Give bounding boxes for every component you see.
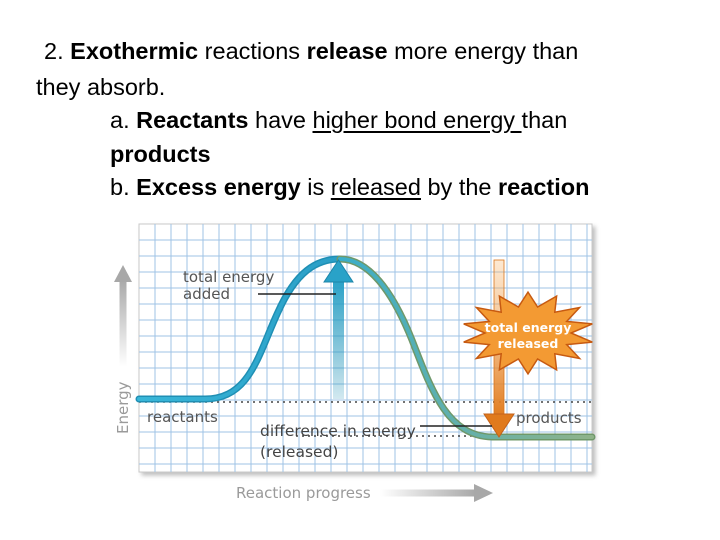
underlined-phrase: higher bond energy: [312, 107, 522, 133]
term-reactants: Reactants: [136, 107, 249, 133]
curve-fall: [338, 257, 594, 439]
item-number: 2.: [44, 38, 71, 64]
total-added-label-2: added: [183, 285, 230, 303]
point-a-line-1: a. Reactants have higher bond energy tha…: [110, 106, 567, 134]
point-a-line-2: products: [110, 140, 211, 168]
energy-added-arrow: [323, 259, 354, 399]
reactants-label: reactants: [147, 408, 218, 426]
x-axis-arrow: [380, 484, 493, 502]
products-label: products: [516, 409, 582, 427]
difference-label-2: (released): [260, 443, 338, 461]
term-products: products: [110, 141, 211, 167]
burst-label-2: released: [498, 336, 559, 351]
x-axis-label: Reaction progress: [236, 484, 371, 502]
term-exothermic: Exothermic: [70, 38, 199, 64]
item-letter: a.: [110, 107, 137, 133]
text-segment: by the: [420, 174, 499, 200]
text-segment: reactions: [198, 38, 307, 64]
point-b-line: b. Excess energy is released by the reac…: [110, 173, 589, 201]
curve-rise: [137, 257, 342, 401]
text-segment: have: [248, 107, 313, 133]
term-reaction: reaction: [498, 174, 590, 200]
y-axis-label: Energy: [114, 381, 132, 434]
starburst-icon: [463, 290, 593, 376]
text-segment: than: [521, 107, 568, 133]
heading-line-1: 2. Exothermic reactions release more ene…: [44, 37, 578, 65]
term-release: release: [306, 38, 388, 64]
item-letter: b.: [110, 174, 137, 200]
text-segment: more energy than: [387, 38, 579, 64]
text-segment: they absorb.: [36, 74, 166, 100]
underlined-word: released: [330, 174, 421, 200]
burst-label-1: total energy: [485, 320, 572, 335]
difference-label-1: difference in energy: [260, 422, 416, 440]
total-added-label-1: total energy: [183, 268, 274, 286]
term-excess-energy: Excess energy: [136, 174, 301, 200]
text-segment: is: [300, 174, 331, 200]
heading-line-2: they absorb.: [36, 73, 165, 101]
y-axis-arrow: [114, 265, 132, 367]
